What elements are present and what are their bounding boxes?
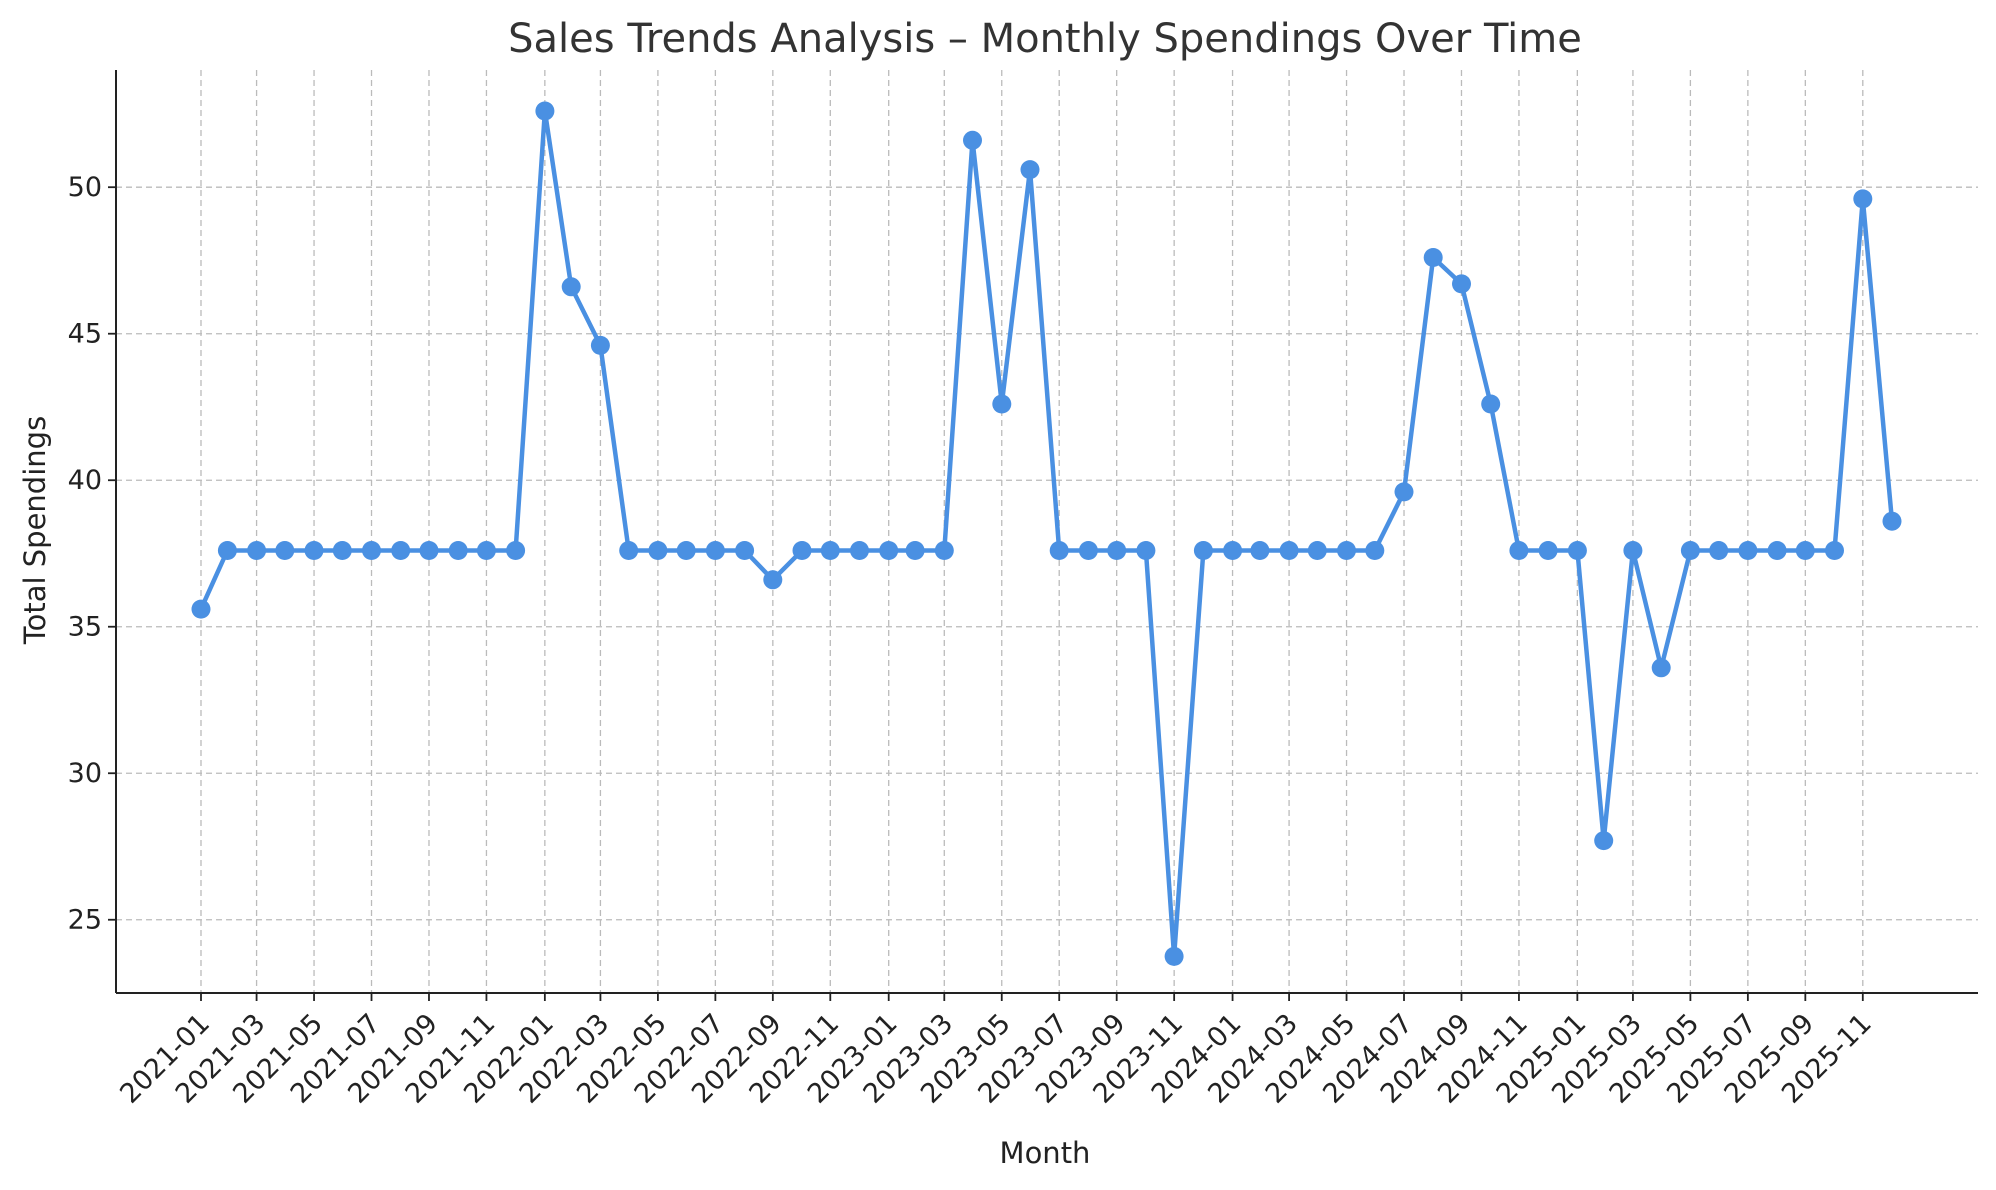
data-point [1882,511,1902,531]
data-point [1651,658,1671,678]
data-point [217,541,237,560]
data-point [1107,541,1127,560]
data-point [1509,541,1529,560]
data-point [1709,541,1729,560]
data-point [362,541,381,560]
data-point [905,541,925,560]
data-point [1680,541,1700,560]
data-point [934,541,954,560]
data-point [275,541,295,560]
y-tick-label: 50 [68,172,102,203]
data-point [763,570,783,590]
y-axis-ticks: 25 30 35 40 45 50 [68,172,116,936]
data-point [1307,541,1327,560]
data-point [590,335,610,355]
data-point [1623,541,1643,560]
data-point [448,541,468,560]
data-point [648,541,668,560]
y-tick-label: 40 [68,465,102,496]
data-point [1020,160,1040,180]
chart-title: Sales Trends Analysis – Monthly Spending… [508,16,1582,62]
y-tick-label: 45 [68,319,102,350]
data-point [820,541,840,560]
y-gridlines [116,186,1978,921]
data-point [676,541,696,560]
data-point [391,541,411,560]
data-point [332,541,352,560]
data-point [850,541,869,560]
data-point [963,130,982,150]
data-point [1250,541,1270,560]
data-point [506,541,526,560]
data-point [191,599,211,619]
x-gridlines [200,70,1864,993]
data-point [1279,541,1299,560]
data-point [992,394,1012,414]
y-tick-label: 30 [68,758,102,789]
data-point [1738,541,1758,560]
data-point [1365,541,1385,560]
data-point [1049,541,1069,560]
y-tick-label: 25 [68,905,102,936]
y-axis-label: Total Spendings [18,416,52,645]
data-point [1853,189,1873,209]
data-point [561,277,581,297]
data-point [735,541,755,560]
data-point [1594,831,1614,851]
data-point [1164,946,1184,966]
data-point [1193,541,1213,560]
y-tick-label: 35 [68,612,102,643]
data-point [879,541,899,560]
data-point [705,541,725,560]
data-point [1136,541,1156,560]
data-point [1538,541,1558,560]
x-axis-ticks: 2021-012021-032021-052021-072021-092021-… [114,993,1878,1110]
data-point [1394,482,1414,502]
data-point [792,541,812,560]
data-point [1567,541,1587,560]
data-point [476,541,496,560]
data-point [419,541,439,560]
data-point [1795,541,1815,560]
data-point [247,541,267,560]
data-point [1223,541,1243,560]
x-axis-label: Month [1000,1136,1091,1170]
data-point [304,541,324,560]
series-spendings [191,101,1902,966]
series-line [198,108,1895,959]
data-point [619,541,639,560]
data-point [1337,541,1356,560]
data-point [1452,274,1471,294]
data-point [1423,248,1443,267]
data-point [1078,541,1098,560]
data-point [1825,541,1844,560]
data-point [1481,394,1501,414]
data-point [535,101,555,121]
data-point [1767,541,1787,560]
